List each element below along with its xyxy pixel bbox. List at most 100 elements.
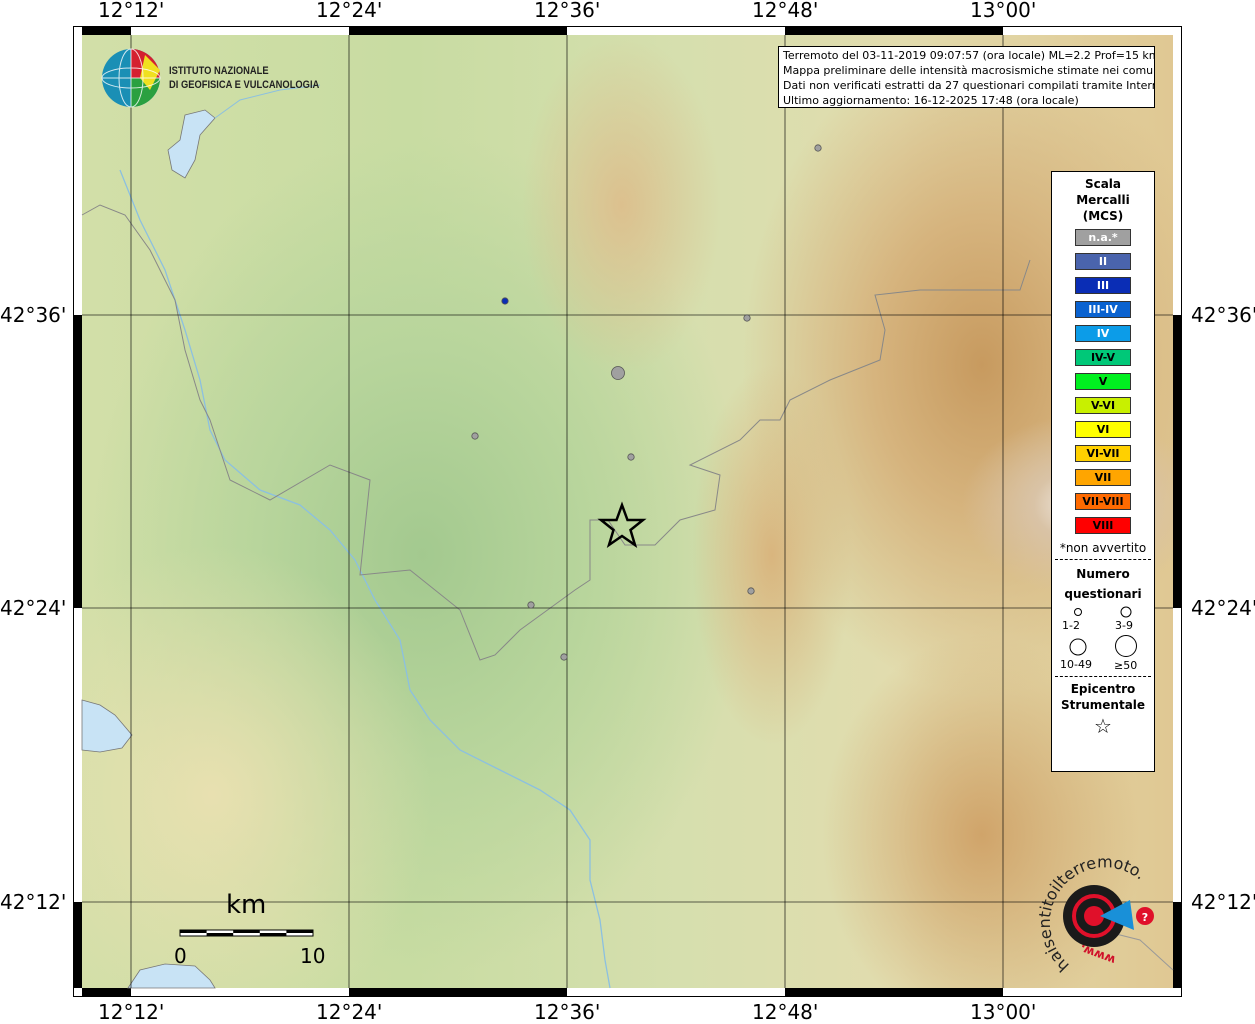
lat-label-left: 42°12' [0,890,67,914]
legend-divider [1055,676,1151,677]
scale-end: 10 [300,944,326,968]
questionnaires-title: Numero [1076,567,1130,581]
epicenter-star-icon[interactable] [597,501,647,549]
lon-label-top: 12°12' [98,0,165,22]
legend-divider [1055,559,1151,560]
frame-tick-bar [82,27,131,35]
intensity-swatch: III [1075,277,1131,294]
intensity-swatch: IV-V [1075,349,1131,366]
size-label: ≥50 [1114,659,1138,672]
frame-tick-bar [74,608,82,902]
scale-start: 0 [174,944,187,968]
lon-label-bottom: 12°48' [752,1000,819,1024]
lon-label-top: 12°48' [752,0,819,22]
intensity-swatch: VI [1075,421,1131,438]
frame-tick-bar [1173,608,1181,902]
ingv-globe-logo [101,48,161,108]
intensity-point [747,587,755,595]
lake [81,699,133,753]
intensity-swatch: III-IV [1075,301,1131,318]
intensity-point [560,653,568,661]
frame-tick-bar [74,35,82,315]
event-info-line: Ultimo aggiornamento: 16-12-2025 17:48 (… [783,94,1079,107]
scale-bar [179,929,314,937]
size-circle-icon [1074,608,1082,616]
legend-title: Scala [1084,177,1122,191]
intensity-swatch: n.a.* [1075,229,1131,246]
legend: Scala Mercalli (MCS) n.a.* II III III-IV IV I… [1051,171,1155,772]
lake [127,963,216,989]
frame-tick-bar [1003,27,1173,35]
intensity-swatch: V [1075,373,1131,390]
lake [167,109,216,179]
frame-tick-bar [131,27,349,35]
questionnaires-title: questionari [1064,587,1142,601]
size-circle-icon [1069,638,1087,656]
lon-label-top: 12°36' [534,0,601,22]
intensity-point [501,297,509,305]
size-label: 3-9 [1115,619,1133,632]
event-info-line: Terremoto del 03-11-2019 09:07:57 (ora l… [783,49,1155,62]
lat-label-left: 42°36' [0,303,67,327]
intensity-point [814,144,822,152]
river [119,169,611,989]
frame-tick-bar [349,988,567,996]
frame-tick-bar [1003,988,1173,996]
legend-title: (MCS) [1082,209,1124,223]
intensity-swatch: IV [1075,325,1131,342]
size-circle-icon [1120,606,1132,618]
frame-tick-bar [82,988,131,996]
event-info-box: Terremoto del 03-11-2019 09:07:57 (ora l… [778,46,1155,108]
intensity-point [627,453,635,461]
epicenter-title: Epicentro [1070,682,1136,696]
frame-tick-bar [1173,35,1181,315]
map-canvas[interactable] [82,35,1173,988]
institute-name: ISTITUTO NAZIONALE DI GEOFISICA E VULCAN… [169,64,319,92]
lat-label-left: 42°24' [0,596,67,620]
lat-label-right: 42°12' [1191,890,1255,914]
epicenter-title: Strumentale [1060,698,1146,712]
frame-tick-bar [567,988,785,996]
intensity-swatch: VII [1075,469,1131,486]
intensity-swatch: VIII [1075,517,1131,534]
intensity-swatch: V-VI [1075,397,1131,414]
event-info-line: Dati non verificati estratti da 27 quest… [783,79,1155,92]
intensity-point [471,432,479,440]
lon-label-bottom: 12°36' [534,1000,601,1024]
frame-tick-bar [567,27,785,35]
intensity-scale: n.a.* II III III-IV IV IV-V V V-VI VI VI-VII VII VI… [1052,229,1154,534]
lat-label-right: 42°36' [1191,303,1255,327]
frame-tick-bar [349,27,567,35]
size-legend: 1-2 3-9 10-49 ≥50 [1052,604,1154,672]
lon-label-bottom: 12°24' [316,1000,383,1024]
lon-label-top: 12°24' [316,0,383,22]
intensity-point [743,314,751,322]
frame-tick-bar [1173,902,1181,988]
scale-unit: km [226,890,267,920]
lat-label-right: 42°24' [1191,596,1255,620]
svg-text:?: ? [1142,911,1148,924]
frame-tick-bar [785,27,1003,35]
intensity-point [611,366,625,380]
river [214,84,321,119]
frame-tick-bar [74,902,82,988]
lon-label-bottom: 13°00' [970,1000,1037,1024]
lon-label-top: 13°00' [970,0,1037,22]
frame-ticks [74,27,1181,996]
institute-name-line2: DI GEOFISICA E VULCANOLOGIA [169,79,320,91]
administrative-border [81,204,1031,661]
intensity-swatch: II [1075,253,1131,270]
legend-footnote: *non avvertito [1059,541,1147,555]
frame-tick-bar [785,988,1003,996]
intensity-points [471,144,822,661]
event-info-line: Mappa preliminare delle intensità macros… [783,64,1155,77]
frame-tick-bar [1173,315,1181,608]
frame-tick-bar [131,988,349,996]
institute-name-line1: ISTITUTO NAZIONALE [169,65,269,77]
intensity-point [527,601,535,609]
intensity-swatch: VI-VII [1075,445,1131,462]
lon-label-bottom: 12°12' [98,1000,165,1024]
graticule [82,35,1173,988]
size-label: 10-49 [1060,658,1092,671]
